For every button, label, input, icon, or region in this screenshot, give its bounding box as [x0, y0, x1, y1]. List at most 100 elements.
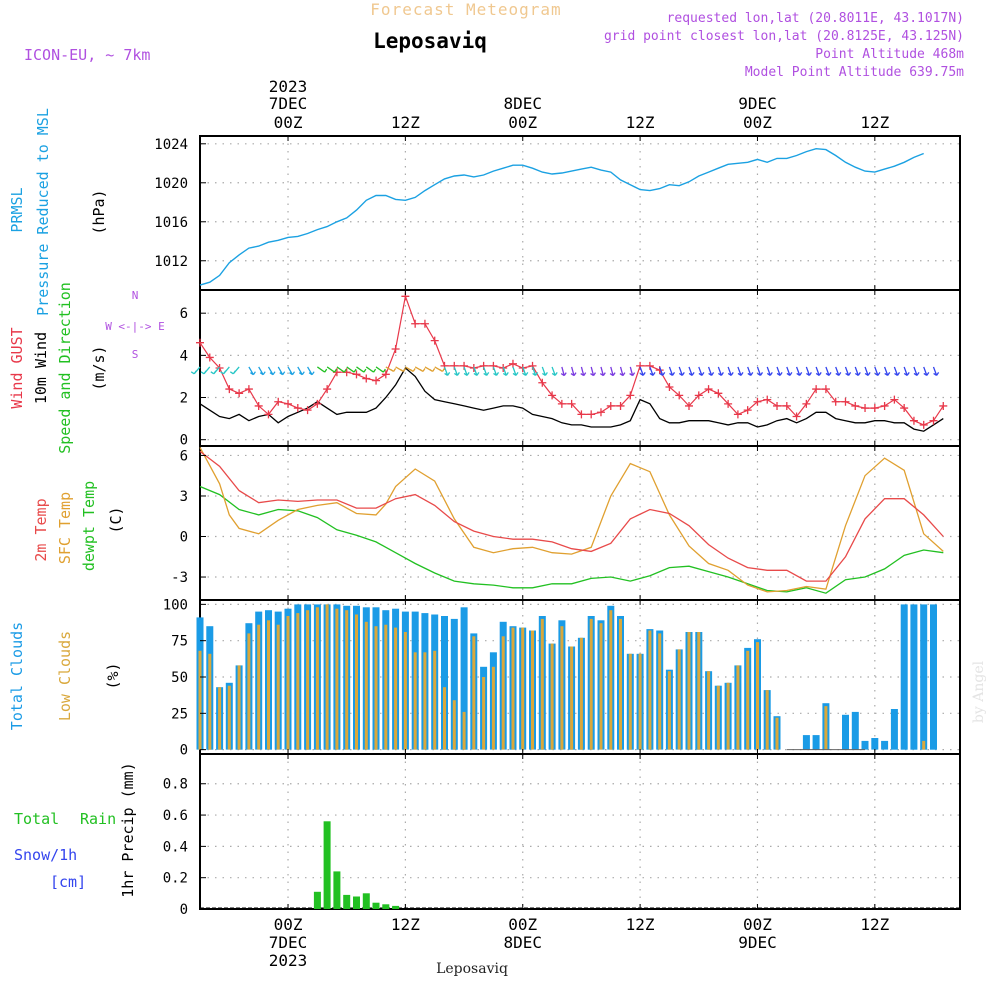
low-clouds-bar [355, 614, 358, 750]
low-clouds-bar [619, 618, 622, 750]
low-clouds-bar [325, 604, 329, 750]
wind-direction-arrow [932, 366, 940, 376]
wind-direction-arrow [639, 366, 646, 376]
total-rain-bar [372, 902, 380, 909]
model-altitude: Model Point Altitude 639.75m [745, 65, 964, 80]
wind-gust-point [293, 404, 302, 413]
wind-gust-point [812, 385, 821, 394]
low-clouds-bar [198, 650, 202, 750]
total-clouds-label: Total Clouds [8, 622, 26, 730]
footer-location: Leposaviq [436, 961, 508, 977]
wind-direction-arrow [590, 366, 597, 377]
wind-unit: (m/s) [90, 345, 108, 390]
wind-direction-arrow [316, 366, 328, 373]
panel-frames [199, 135, 961, 910]
wind-gust-point [890, 395, 899, 404]
wind-direction-arrow [874, 366, 881, 376]
wind-gust-point [870, 404, 879, 413]
clouds-tick-label: 25 [171, 706, 188, 722]
series-layer [190, 147, 960, 909]
bottom-date-label: 7DEC [269, 933, 308, 952]
bottom-date-label: 8DEC [503, 933, 542, 952]
low-clouds-bar [648, 630, 652, 750]
low-clouds-bar [345, 610, 349, 750]
forecast-title: Forecast Meteogram [370, 0, 561, 19]
wind-gust-point [205, 353, 214, 362]
total-clouds-bar [851, 711, 859, 750]
low-clouds-bar [384, 624, 388, 750]
low-clouds-bar [599, 623, 603, 750]
low-clouds-bar [658, 633, 662, 750]
snow-label: Snow/1h [14, 846, 77, 864]
low-clouds-bar [482, 677, 486, 750]
total-clouds-bar [890, 709, 898, 750]
wind-direction-arrow [346, 366, 357, 373]
total-rain-bar [323, 821, 331, 909]
wind-direction-arrow [844, 366, 852, 376]
wind-gust-point [362, 374, 371, 383]
total-clouds-bar [920, 604, 928, 750]
clouds-tick-label: 75 [171, 634, 188, 650]
total-rain-bar [362, 893, 370, 909]
low-clouds-bar [726, 682, 730, 750]
wind-direction-arrow [220, 366, 230, 375]
low-clouds-bar [218, 687, 222, 750]
t2m-temp-line [199, 450, 944, 582]
low-clouds-bar [756, 642, 759, 750]
wind-gust-point [802, 399, 811, 408]
wind-gust-point [831, 397, 840, 406]
wind-direction-arrow [424, 366, 436, 372]
top-time-label: 00Z [743, 113, 772, 132]
wind-gust-point [909, 416, 918, 425]
total-rain-bar [392, 905, 400, 909]
low-clouds-bar [403, 632, 407, 750]
top-time-label: 12Z [391, 113, 420, 132]
wind-direction-arrow [287, 366, 296, 376]
wind-gust-point [381, 370, 390, 379]
wind-10m-line [199, 366, 944, 432]
low-clouds-bar [227, 685, 231, 750]
wind-direction-arrow [599, 366, 606, 377]
wind-gust-point [372, 376, 381, 385]
wind-gust-point [880, 401, 889, 410]
model-label: ICON-EU, ~ 7km [24, 46, 150, 64]
precip-tick-label: 0 [180, 902, 188, 918]
wind-direction-arrow [668, 366, 676, 376]
low-clouds-bar [824, 706, 828, 750]
wind-direction-arrow [434, 366, 446, 372]
wind-gust-point [939, 401, 948, 410]
wind-direction-arrow [805, 366, 812, 376]
clouds-unit: (%) [104, 662, 122, 689]
wind-gust-point [900, 404, 909, 413]
wind-gust-point [861, 404, 870, 413]
wind-tick-label: 2 [180, 391, 188, 407]
wind-gust-point [665, 382, 674, 391]
low-clouds-bar [765, 690, 769, 750]
prmsl-line [199, 147, 924, 286]
low-clouds-bar [208, 653, 212, 750]
temp-2m-label: 2m Temp [32, 498, 50, 561]
wind-direction-arrow [570, 366, 577, 377]
low-clouds-bar [638, 653, 642, 750]
wind-direction-arrow [375, 366, 386, 373]
wind-tick-label: 4 [180, 348, 188, 364]
wind-gust-point [714, 389, 723, 398]
wind-gust-point [264, 410, 273, 419]
low-clouds-bar [521, 627, 525, 750]
wind-direction-arrow [717, 366, 724, 376]
low-clouds-bar [707, 671, 711, 750]
wind-direction-arrow [629, 366, 636, 377]
total-clouds-bar [930, 604, 937, 750]
wind-direction-arrow [267, 366, 276, 376]
wind-direction-arrow [756, 366, 764, 376]
wind-direction-arrow [463, 366, 470, 376]
low-clouds-bar [560, 626, 564, 750]
low-clouds-bar [267, 620, 270, 750]
wind-gust-point [215, 364, 224, 372]
total-clouds-bar [861, 740, 869, 750]
total-clouds-bar [871, 738, 879, 750]
wind-direction-arrow [649, 366, 656, 376]
total-rain-label-2: Rain [80, 810, 116, 828]
top-date-label: 8DEC [503, 94, 542, 113]
snow-unit: [cm] [50, 873, 86, 891]
